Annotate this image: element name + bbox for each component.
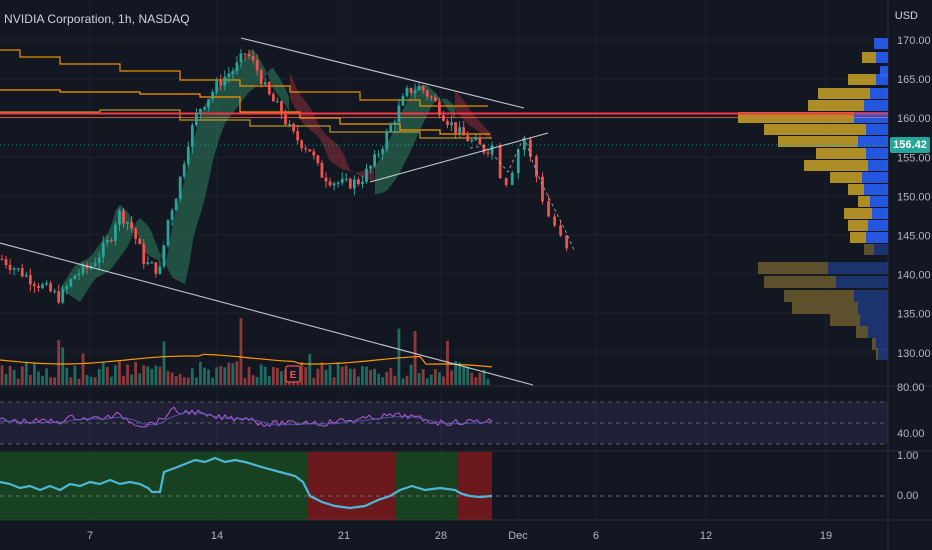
time-tick: 7 <box>87 530 93 542</box>
time-tick: 21 <box>338 530 350 542</box>
oscillator-pane <box>0 452 888 520</box>
price-tick: 140.00 <box>897 270 931 282</box>
earnings-marker-label: E <box>290 370 297 381</box>
symbol-title[interactable]: NVIDIA Corporation, 1h, NASDAQ <box>4 12 190 26</box>
time-tick: Dec <box>508 530 528 542</box>
currency-label: USD <box>894 10 918 22</box>
rsi-axis: 80.00 40.00 <box>897 382 925 440</box>
rsi-tick: 80.00 <box>897 382 925 394</box>
time-tick: 14 <box>211 530 223 542</box>
price-tick: 170.00 <box>897 35 931 47</box>
price-tick: 145.00 <box>897 231 931 243</box>
price-tick: 150.00 <box>897 191 931 203</box>
price-tick: 155.00 <box>897 152 931 164</box>
osc-axis: 1.00 0.00 <box>897 450 918 502</box>
last-price-tag: 156.42 <box>890 137 930 153</box>
trendline-1[interactable] <box>240 37 525 109</box>
price-tick: 165.00 <box>897 74 931 86</box>
price-tick: 135.00 <box>897 309 931 321</box>
time-axis[interactable]: 7 14 21 28 Dec 6 12 19 <box>87 530 832 542</box>
time-tick: 6 <box>593 530 599 542</box>
rsi-tick: 40.00 <box>897 428 925 440</box>
trendline-2[interactable] <box>369 132 549 183</box>
price-tick: 160.00 <box>897 113 931 125</box>
price-axis[interactable]: 170.00 165.00 160.00 155.00 150.00 145.00 140.… <box>897 35 931 360</box>
ema-ribbon <box>60 48 491 302</box>
volume-profile <box>738 38 888 360</box>
osc-tick: 0.00 <box>897 490 918 502</box>
price-tick: 130.00 <box>897 348 931 360</box>
earnings-marker[interactable]: E <box>285 365 301 383</box>
osc-tick: 1.00 <box>897 450 918 462</box>
trendlines[interactable] <box>0 37 575 386</box>
trendline-3[interactable] <box>0 242 534 386</box>
time-tick: 19 <box>820 530 832 542</box>
ichimoku-lines <box>0 49 888 146</box>
time-tick: 12 <box>700 530 712 542</box>
volume-bars <box>0 318 493 385</box>
rsi-pane <box>0 401 888 445</box>
time-tick: 28 <box>435 530 447 542</box>
